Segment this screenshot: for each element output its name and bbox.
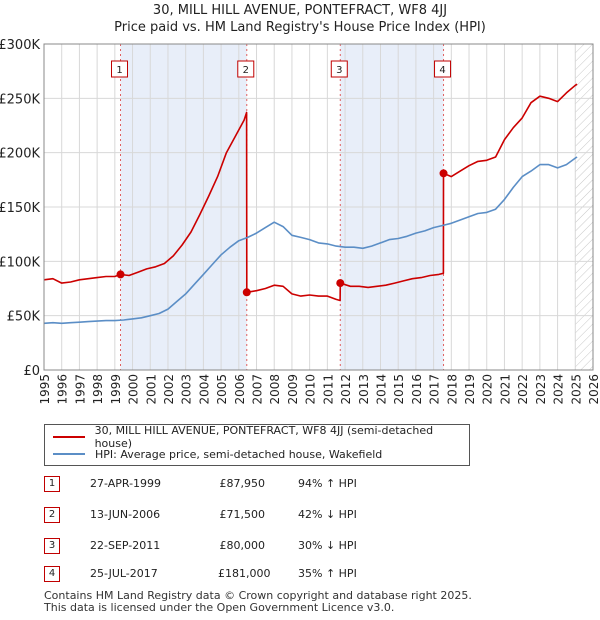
sale-label: 4 bbox=[439, 65, 445, 76]
sale-label: 1 bbox=[116, 65, 122, 76]
sale-label-box bbox=[111, 60, 129, 78]
legend-label-hpi: HPI: Average price, semi-detached house,… bbox=[95, 447, 383, 461]
transaction-number: 2 bbox=[44, 507, 60, 523]
x-tick-label: 2013 bbox=[357, 374, 371, 405]
transaction-row: 3 22-SEP-2011 £80,000 30% ↓ HPI bbox=[44, 538, 424, 556]
transaction-date: 27-APR-1999 bbox=[90, 477, 162, 490]
x-tick-label: 1997 bbox=[73, 374, 87, 405]
y-tick-label: £0 bbox=[23, 364, 40, 379]
x-tick-label: 2010 bbox=[304, 374, 318, 405]
transaction-hpi: 94% ↑ HPI bbox=[298, 477, 357, 490]
footer: Contains HM Land Registry data © Crown c… bbox=[44, 590, 472, 614]
legend-label-property: 30, MILL HILL AVENUE, PONTEFRACT, WF8 4J… bbox=[94, 424, 434, 450]
transaction-hpi: 42% ↓ HPI bbox=[298, 508, 357, 521]
x-tick-label: 1999 bbox=[109, 374, 123, 405]
property-price-line bbox=[43, 83, 578, 302]
transaction-hpi: 35% ↑ HPI bbox=[298, 567, 357, 580]
x-tick-label: 2022 bbox=[516, 374, 530, 405]
x-tick-label: 2004 bbox=[197, 374, 211, 405]
footer-licence: This data is licensed under the Open Gov… bbox=[44, 601, 395, 614]
x-tick-label: 2003 bbox=[180, 374, 194, 405]
transaction-row: 4 25-JUL-2017 £181,000 35% ↑ HPI bbox=[44, 566, 424, 584]
transaction-hpi: 30% ↓ HPI bbox=[298, 539, 357, 552]
transaction-number: 4 bbox=[44, 566, 60, 582]
x-tick-label: 2001 bbox=[144, 374, 158, 405]
x-tick-label: 2024 bbox=[552, 374, 566, 405]
x-tick-label: 2008 bbox=[268, 374, 282, 405]
footer-copyright: Contains HM Land Registry data © Crown c… bbox=[44, 589, 472, 602]
x-tick-label: 2009 bbox=[286, 374, 300, 405]
sale-label-box bbox=[237, 60, 255, 78]
transaction-price: £181,000 bbox=[218, 567, 271, 580]
sale-point bbox=[242, 288, 251, 297]
transaction-price: £87,950 bbox=[219, 477, 266, 490]
sale-point bbox=[336, 279, 345, 288]
legend: 30, MILL HILL AVENUE, PONTEFRACT, WF8 4J… bbox=[44, 424, 470, 466]
x-tick-label: 2025 bbox=[569, 374, 583, 405]
sale-label: 3 bbox=[336, 65, 342, 76]
x-tick-label: 1998 bbox=[91, 374, 105, 405]
y-tick-label: £300K bbox=[0, 38, 40, 53]
x-tick-label: 2016 bbox=[410, 374, 424, 405]
transaction-date: 25-JUL-2017 bbox=[90, 567, 158, 580]
x-tick-label: 2002 bbox=[162, 374, 176, 405]
transaction-price: £80,000 bbox=[219, 539, 266, 552]
x-tick-label: 2011 bbox=[321, 374, 335, 405]
x-tick-label: 2020 bbox=[481, 374, 495, 405]
x-tick-label: 2007 bbox=[251, 374, 265, 405]
x-tick-label: 2026 bbox=[587, 374, 600, 405]
y-tick-label: £100K bbox=[0, 255, 40, 270]
x-tick-label: 1996 bbox=[56, 374, 70, 405]
sale-point bbox=[116, 270, 125, 279]
x-tick-label: 2005 bbox=[215, 374, 229, 405]
chart-title-line1: 30, MILL HILL AVENUE, PONTEFRACT, WF8 4J… bbox=[152, 3, 448, 18]
hpi-line bbox=[43, 156, 578, 325]
x-tick-label: 2023 bbox=[534, 374, 548, 405]
sale-point bbox=[439, 169, 448, 178]
plot-frame bbox=[43, 43, 594, 371]
y-tick-label: £150K bbox=[0, 201, 40, 216]
x-tick-label: 1995 bbox=[38, 374, 52, 405]
transaction-number: 1 bbox=[44, 476, 60, 492]
sale-label-box bbox=[434, 60, 452, 78]
chart-title-line2: Price paid vs. HM Land Registry's House … bbox=[114, 20, 486, 35]
price-chart: 1 2 3 4 £0 £50K £100K £150K £200K £250K £300K 1995… bbox=[0, 38, 600, 405]
x-tick-label: 2006 bbox=[233, 374, 247, 405]
x-tick-label: 2015 bbox=[392, 374, 406, 405]
legend-item-property: 30, MILL HILL AVENUE, PONTEFRACT, WF8 4J… bbox=[53, 424, 469, 450]
x-tick-label: 2012 bbox=[339, 374, 353, 405]
y-tick-label: £50K bbox=[7, 310, 41, 325]
transaction-price: £71,500 bbox=[219, 508, 266, 521]
transaction-date: 22-SEP-2011 bbox=[90, 539, 161, 552]
x-tick-label: 2018 bbox=[445, 374, 459, 405]
y-tick-label: £250K bbox=[0, 92, 40, 107]
x-tick-label: 2019 bbox=[463, 374, 477, 405]
sale-label: 2 bbox=[243, 65, 249, 76]
x-tick-label: 2021 bbox=[498, 374, 512, 405]
legend-item-hpi: HPI: Average price, semi-detached house,… bbox=[53, 446, 382, 462]
sale-label-box bbox=[330, 60, 348, 78]
transaction-number: 3 bbox=[44, 538, 60, 554]
transaction-row: 2 13-JUN-2006 £71,500 42% ↓ HPI bbox=[44, 507, 424, 525]
legend-swatch-property bbox=[53, 436, 85, 438]
y-tick-label: £200K bbox=[0, 147, 40, 162]
transaction-row: 1 27-APR-1999 £87,950 94% ↑ HPI bbox=[44, 476, 424, 494]
legend-swatch-hpi bbox=[53, 453, 85, 455]
x-tick-label: 2014 bbox=[374, 374, 388, 405]
x-tick-label: 2017 bbox=[428, 374, 442, 405]
x-tick-label: 2000 bbox=[127, 374, 141, 405]
transaction-date: 13-JUN-2006 bbox=[90, 508, 161, 521]
